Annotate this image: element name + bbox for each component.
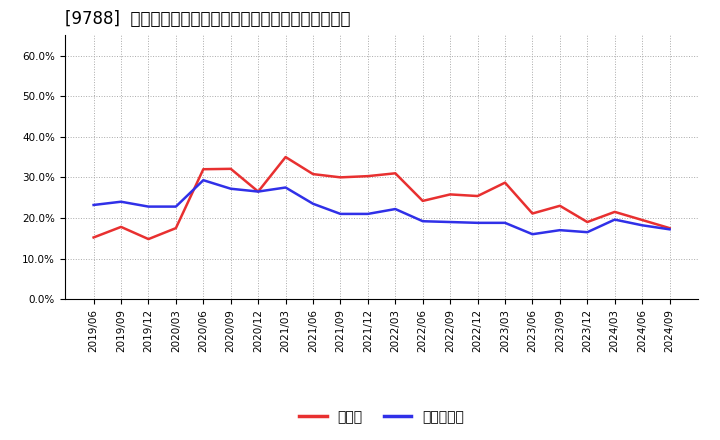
現預金 [254, 189, 263, 194]
現預金 [391, 171, 400, 176]
Legend: 現預金, 有利子負債: 現預金, 有利子負債 [293, 404, 470, 429]
現預金 [226, 166, 235, 172]
現預金 [336, 175, 345, 180]
Text: [9788]  現預金、有利子負債の総資産に対する比率の推移: [9788] 現預金、有利子負債の総資産に対する比率の推移 [65, 10, 351, 28]
現預金 [418, 198, 427, 204]
有利子負債 [89, 202, 98, 208]
現預金 [446, 192, 454, 197]
有利子負債 [171, 204, 180, 209]
有利子負債 [254, 189, 263, 194]
現預金 [364, 173, 372, 179]
現預金 [665, 225, 674, 231]
有利子負債 [638, 223, 647, 228]
有利子負債 [336, 211, 345, 216]
現預金 [171, 225, 180, 231]
有利子負債 [473, 220, 482, 225]
現預金 [556, 203, 564, 209]
有利子負債 [199, 178, 207, 183]
Line: 有利子負債: 有利子負債 [94, 180, 670, 234]
現預金 [638, 217, 647, 223]
現預金 [117, 224, 125, 230]
有利子負債 [556, 227, 564, 233]
有利子負債 [611, 217, 619, 222]
現預金 [309, 172, 318, 177]
有利子負債 [226, 186, 235, 191]
有利子負債 [500, 220, 509, 225]
有利子負債 [391, 206, 400, 212]
有利子負債 [364, 211, 372, 216]
現預金 [199, 167, 207, 172]
現預金 [144, 236, 153, 242]
現預金 [528, 211, 537, 216]
有利子負債 [144, 204, 153, 209]
有利子負債 [528, 231, 537, 237]
有利子負債 [665, 227, 674, 232]
有利子負債 [117, 199, 125, 204]
有利子負債 [583, 230, 592, 235]
有利子負債 [282, 185, 290, 190]
現預金 [611, 209, 619, 215]
現預金 [583, 220, 592, 225]
有利子負債 [418, 219, 427, 224]
現預金 [89, 235, 98, 240]
現預金 [500, 180, 509, 185]
現預金 [282, 154, 290, 160]
Line: 現預金: 現預金 [94, 157, 670, 239]
有利子負債 [446, 220, 454, 225]
現預金 [473, 194, 482, 199]
有利子負債 [309, 201, 318, 206]
